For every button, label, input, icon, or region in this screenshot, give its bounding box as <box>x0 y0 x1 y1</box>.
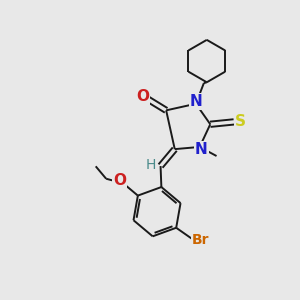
Text: S: S <box>235 114 246 129</box>
Text: N: N <box>195 142 208 157</box>
Text: Br: Br <box>192 233 209 247</box>
Text: O: O <box>136 89 149 104</box>
Text: H: H <box>146 158 156 172</box>
Text: O: O <box>113 173 126 188</box>
Text: N: N <box>190 94 203 109</box>
